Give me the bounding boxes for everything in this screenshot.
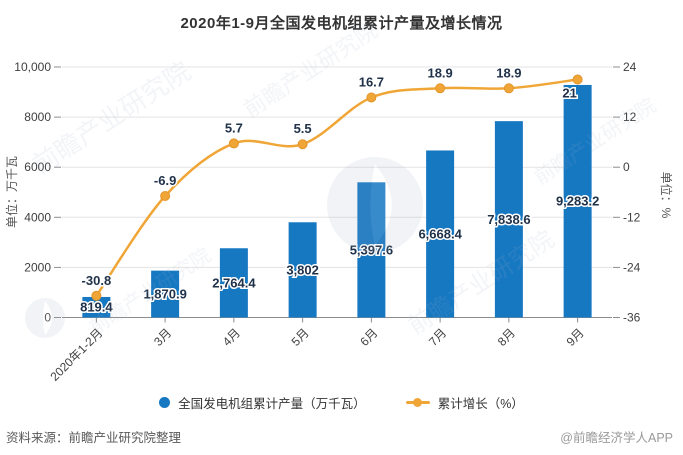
bar-6月[interactable]	[357, 182, 386, 318]
x-axis-label: 6月	[357, 326, 380, 349]
right-axis-tick-label: -24	[623, 260, 641, 274]
right-axis-unit-label: 单位：%	[659, 172, 674, 219]
right-axis-tick-label: -12	[623, 210, 641, 224]
x-axis-label: 3月	[151, 326, 174, 349]
line-point-4月[interactable]	[228, 138, 239, 149]
watermark-text: 前瞻产业研究院	[85, 244, 215, 340]
line-value-label: 18.9	[496, 65, 521, 80]
bar-8月[interactable]	[494, 121, 523, 318]
bar-series-marker	[159, 397, 171, 408]
bar-value-label: 7,838.6	[487, 212, 530, 227]
line-series-marker	[405, 397, 430, 407]
legend-item-production[interactable]: 全国发电机组累计产量（万千瓦）	[159, 393, 366, 412]
right-axis-tick-label: 12	[623, 110, 637, 124]
line-point-5月[interactable]	[297, 139, 308, 150]
bar-value-label: 9,283.2	[556, 194, 599, 209]
line-value-label: 16.7	[359, 74, 384, 89]
bar-7月[interactable]	[426, 150, 455, 318]
left-axis-tick-label: 4000	[24, 210, 51, 224]
line-value-label: 18.9	[427, 65, 452, 80]
line-value-label: 5.5	[294, 121, 312, 136]
bar-value-label: 819.4	[80, 300, 113, 315]
line-point-8月[interactable]	[503, 83, 514, 94]
left-axis-tick-label: 8000	[24, 110, 51, 124]
bar-4月[interactable]	[219, 248, 248, 318]
x-axis-label: 4月	[220, 326, 243, 349]
left-axis-unit-label: 单位：万千瓦	[4, 156, 19, 228]
watermark-logo	[25, 298, 65, 338]
bar-5月[interactable]	[288, 222, 317, 318]
left-axis-tick-label: 2000	[24, 260, 51, 274]
legend-label-growth: 累计增长（%）	[437, 397, 524, 411]
bar-value-label: 3,802	[286, 262, 319, 277]
bar-value-label: 5,397.6	[350, 242, 393, 257]
source-note: 资料来源：前瞻产业研究院整理	[6, 431, 182, 445]
x-axis-label: 5月	[289, 326, 312, 349]
watermark-text: 前瞻产业研究院	[27, 56, 196, 180]
bar-2020年1-2月[interactable]	[82, 296, 111, 318]
right-axis-tick-label: 0	[623, 160, 630, 174]
line-value-label: -6.9	[154, 173, 176, 188]
x-axis-label: 8月	[495, 326, 518, 349]
line-series-marker-dot	[412, 397, 422, 407]
left-axis-tick-label: 0	[44, 311, 51, 325]
watermark-logo	[327, 157, 423, 253]
line-point-2020年1-2月[interactable]	[91, 290, 102, 301]
watermark-text: 前瞻产业研究院	[239, 17, 382, 122]
watermark-text: 前瞻产业研究院	[530, 94, 660, 190]
right-axis-tick-label: 24	[623, 60, 637, 74]
chart-legend: 全国发电机组累计产量（万千瓦） 累计增长（%）	[0, 393, 683, 412]
line-point-9月[interactable]	[572, 74, 583, 85]
chart-footer: 资料来源：前瞻产业研究院整理 @前瞻经济学人APP	[0, 427, 683, 446]
line-value-label: 5.7	[225, 120, 243, 135]
bar-3月[interactable]	[151, 270, 180, 318]
line-value-label: -30.8	[82, 273, 112, 288]
bar-9月[interactable]	[563, 84, 592, 318]
bar-value-label: 1,870.9	[143, 287, 186, 302]
line-point-7月[interactable]	[435, 83, 446, 94]
branding: @前瞻经济学人APP	[560, 431, 673, 445]
legend-item-growth[interactable]: 累计增长（%）	[405, 393, 524, 412]
line-point-6月[interactable]	[366, 92, 377, 103]
bar-value-label: 2,764.4	[212, 275, 256, 290]
line-point-3月[interactable]	[160, 191, 171, 202]
x-axis-label: 9月	[564, 326, 587, 349]
left-axis-tick-label: 6000	[24, 160, 51, 174]
right-axis-tick-label: -36	[623, 311, 641, 325]
bar-value-label: 6,668.4	[418, 226, 462, 241]
chart-title: 2020年1-9月全国发电机组累计产量及增长情况	[180, 15, 503, 32]
line-value-label: 21	[562, 86, 576, 101]
legend-label-production: 全国发电机组累计产量（万千瓦）	[178, 397, 366, 411]
left-axis-tick-label: 10,000	[14, 60, 51, 74]
